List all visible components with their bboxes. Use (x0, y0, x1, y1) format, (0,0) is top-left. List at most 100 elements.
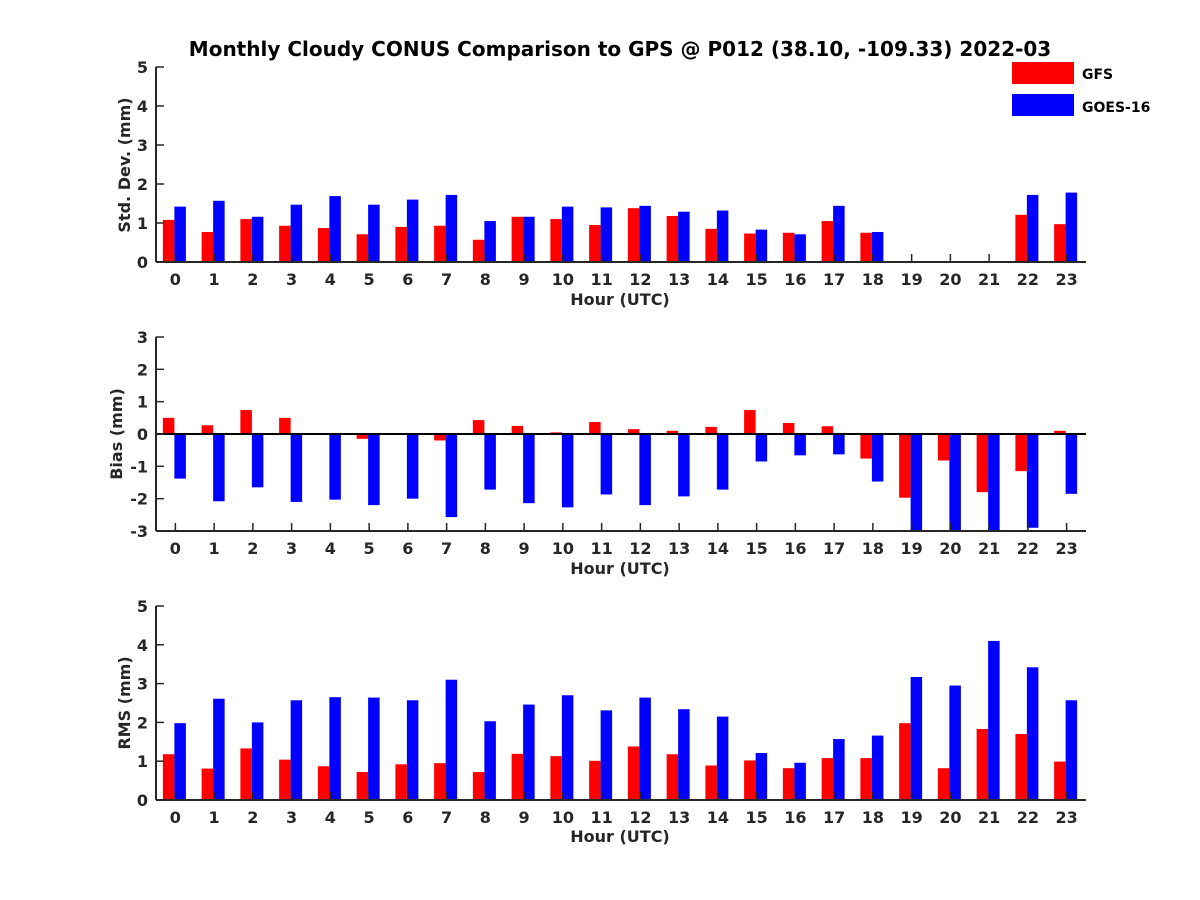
bias-x-tick-label: 16 (784, 539, 806, 558)
bias-y-tick-label: -2 (130, 490, 148, 509)
std-dev-bar-gfs (821, 221, 834, 262)
rms-x-tick-label: 4 (325, 808, 336, 827)
std-dev-x-tick-label: 14 (707, 270, 729, 289)
bias-x-tick-label: 18 (862, 539, 884, 558)
bias-bar-goes16 (174, 434, 186, 479)
std-dev-bar-gfs (744, 233, 756, 262)
rms-bar-gfs (240, 748, 252, 800)
std-dev-x-tick-label: 2 (247, 270, 258, 289)
rms-x-tick-label: 12 (629, 808, 651, 827)
bias-bar-goes16 (833, 434, 845, 455)
std-dev-y-tick-label: 0 (137, 253, 148, 272)
legend-label-gfs: GFS (1082, 67, 1113, 83)
chart-title: Monthly Cloudy CONUS Comparison to GPS @… (189, 37, 1051, 61)
rms-bar-gfs (589, 760, 601, 800)
bias-bar-goes16 (561, 434, 574, 508)
bias-bar-gfs (511, 425, 524, 434)
rms-y-tick-label: 5 (137, 597, 148, 616)
rms-x-tick-label: 19 (900, 808, 922, 827)
bias-x-tick-label: 12 (629, 539, 651, 558)
std-dev-bar-gfs (1015, 214, 1027, 262)
bias-bar-goes16 (368, 434, 380, 506)
rms-bar-goes16 (251, 722, 264, 800)
std-dev-bar-gfs (860, 232, 872, 262)
rms-y-tick-label: 0 (137, 791, 148, 810)
rms-x-tick-label: 0 (170, 808, 181, 827)
bias-x-tick-label: 22 (1017, 539, 1039, 558)
std-dev-x-tick-label: 19 (900, 270, 922, 289)
bias-bar-goes16 (600, 434, 613, 495)
std-dev-bar-goes16 (600, 207, 613, 262)
bias-x-tick-label: 14 (707, 539, 729, 558)
std-dev-x-tick-label: 18 (862, 270, 884, 289)
bias-x-tick-label: 6 (402, 539, 413, 558)
bias-bar-goes16 (445, 434, 458, 518)
rms-bar-goes16 (833, 739, 845, 800)
bias-bar-gfs (976, 434, 989, 493)
std-dev-bar-goes16 (368, 204, 380, 262)
bias-y-tick-label: 3 (137, 328, 148, 347)
rms-bar-gfs (511, 753, 524, 800)
bias-bar-gfs (937, 434, 950, 461)
std-dev-bar-goes16 (716, 210, 729, 262)
legend: GFS GOES-16 (1012, 62, 1150, 116)
bias-bar-goes16 (716, 434, 729, 490)
bias-bar-goes16 (639, 434, 651, 506)
std-dev-bar-gfs (317, 228, 330, 262)
rms-bar-gfs (705, 765, 717, 800)
bias-bars (162, 410, 1078, 531)
rms-x-tick-label: 10 (552, 808, 574, 827)
bias-bar-gfs (627, 429, 640, 434)
bias-bar-goes16 (678, 434, 690, 497)
x-axis-title-rms: Hour (UTC) (570, 827, 670, 846)
rms-x-tick-label: 23 (1055, 808, 1077, 827)
std-dev-bar-gfs (162, 219, 175, 262)
bias-x-tick-label: 11 (590, 539, 612, 558)
bias-bar-goes16 (329, 434, 341, 500)
rms-y-tick-label: 2 (137, 713, 148, 732)
rms-x-tick-label: 5 (364, 808, 375, 827)
std-dev-x-tick-label: 17 (823, 270, 845, 289)
std-dev-x-tick-label: 12 (629, 270, 651, 289)
rms-bar-goes16 (639, 697, 651, 800)
bias-bar-gfs (705, 426, 717, 434)
rms-x-tick-label: 15 (745, 808, 767, 827)
rms-x-tick-label: 22 (1017, 808, 1039, 827)
std-dev-x-tick-label: 1 (209, 270, 220, 289)
std-dev-bar-gfs (589, 224, 601, 262)
rms-bar-gfs (162, 754, 175, 800)
rms-x-tick-label: 17 (823, 808, 845, 827)
rms-x-tick-label: 18 (862, 808, 884, 827)
bias-x-tick-label: 1 (209, 539, 220, 558)
bias-x-tick-label: 5 (364, 539, 375, 558)
bias-x-tick-label: 10 (552, 539, 574, 558)
rms-bar-goes16 (949, 685, 961, 800)
bias-x-tick-label: 17 (823, 539, 845, 558)
std-dev-x-tick-label: 0 (170, 270, 181, 289)
std-dev-bar-goes16 (639, 205, 651, 262)
rms-x-tick-label: 21 (978, 808, 1000, 827)
std-dev-y-tick-label: 1 (137, 214, 148, 233)
std-dev-bars (162, 192, 1078, 262)
std-dev-bar-goes16 (833, 205, 845, 262)
bias-x-tick-label: 2 (247, 539, 258, 558)
std-dev-bar-goes16 (561, 206, 574, 262)
std-dev-bar-gfs (627, 208, 640, 262)
rms-bar-gfs (744, 760, 756, 800)
bias-bar-gfs (279, 417, 291, 434)
bias-x-tick-label: 9 (519, 539, 530, 558)
std-dev-bar-goes16 (794, 234, 806, 262)
bias-bar-gfs (782, 423, 795, 434)
bias-bar-gfs (1015, 434, 1027, 472)
std-dev-bar-goes16 (1065, 192, 1078, 262)
rms-x-tick-label: 8 (480, 808, 491, 827)
std-dev-bar-goes16 (251, 216, 264, 262)
rms-bar-goes16 (1065, 700, 1078, 800)
bias-bar-goes16 (213, 434, 225, 502)
std-dev-x-tick-label: 5 (364, 270, 375, 289)
std-dev-bar-gfs (279, 225, 291, 262)
bias-bar-goes16 (871, 434, 884, 482)
bias-y-tick-label: -3 (130, 522, 148, 541)
